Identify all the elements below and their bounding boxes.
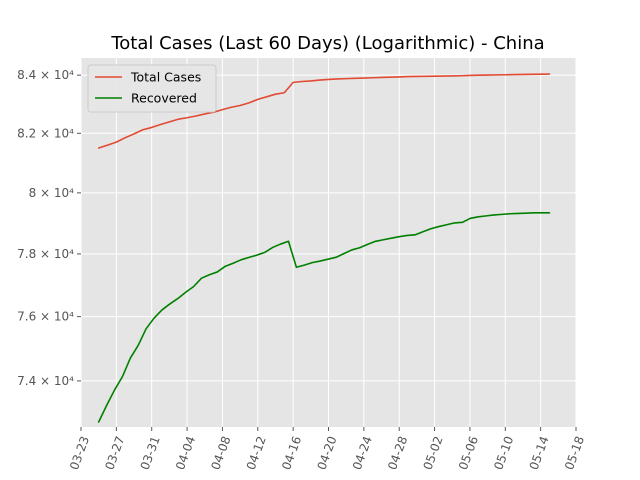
y-tick-label: 7.8 × 10⁴ (17, 247, 74, 261)
x-tick-label: 04-16 (279, 434, 304, 472)
chart-title: Total Cases (Last 60 Days) (Logarithmic)… (110, 33, 544, 54)
series-line-total-cases (97, 73, 551, 149)
x-tick-label: 04-12 (244, 434, 269, 472)
legend-label: Recovered (131, 91, 197, 106)
plot-area: 03-23 03-27 03-31 04-04 04-08 04-12 04-16 04-20… (17, 58, 587, 472)
x-tick-label: 04-08 (208, 434, 233, 472)
x-tick-label: 04-24 (350, 434, 375, 472)
x-tick-label: 05-02 (421, 434, 446, 472)
x-tick-label: 05-06 (456, 434, 481, 472)
y-tick-label: 8 × 10⁴ (29, 186, 75, 200)
y-tick-label: 7.6 × 10⁴ (17, 310, 74, 324)
y-tick-label: 8.2 × 10⁴ (17, 126, 74, 140)
y-tick-label: 7.4 × 10⁴ (17, 374, 74, 388)
x-tick-label: 05-18 (562, 434, 587, 472)
legend: Total Cases Recovered (87, 64, 217, 113)
x-tick-label: 03-27 (102, 434, 127, 472)
x-tick-label: 04-28 (385, 434, 410, 472)
y-tick-label: 8.4 × 10⁴ (17, 68, 74, 82)
x-tick-label: 04-20 (315, 434, 340, 472)
x-tick-label: 03-23 (67, 434, 92, 472)
series-line-recovered (97, 212, 551, 423)
x-tick-label: 05-10 (491, 434, 516, 472)
x-tick-label: 04-04 (173, 434, 198, 472)
x-tick-label: 03-31 (138, 434, 163, 472)
x-tick-label: 05-14 (527, 434, 552, 472)
legend-label: Total Cases (130, 70, 201, 85)
